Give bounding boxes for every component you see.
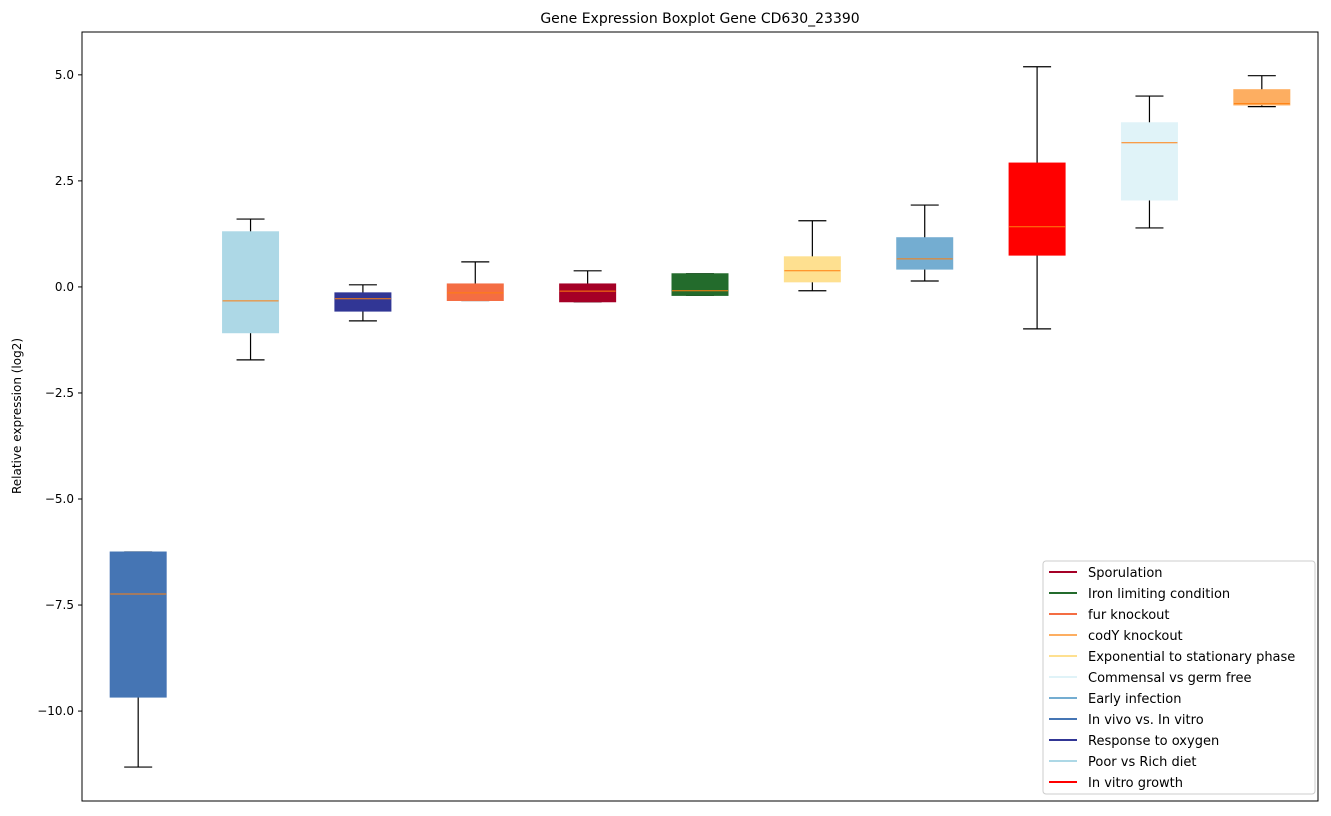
legend-label: Exponential to stationary phase — [1088, 650, 1295, 665]
legend-label: Early infection — [1088, 692, 1181, 707]
box — [446, 283, 504, 301]
y-tick-label: 0.0 — [55, 280, 74, 294]
legend-label: codY knockout — [1088, 629, 1183, 644]
y-tick-label: −7.5 — [45, 598, 74, 612]
box — [1233, 89, 1291, 106]
legend-label: Commensal vs germ free — [1088, 671, 1251, 686]
legend-label: Sporulation — [1088, 566, 1163, 581]
chart-title: Gene Expression Boxplot Gene CD630_23390 — [540, 11, 859, 27]
y-axis-label: Relative expression (log2) — [10, 338, 24, 494]
legend-label: Poor vs Rich diet — [1088, 755, 1196, 770]
y-tick-label: 2.5 — [55, 174, 74, 188]
box — [896, 237, 954, 270]
box — [334, 292, 392, 312]
legend-label: In vivo vs. In vitro — [1088, 713, 1204, 728]
box — [783, 256, 841, 283]
legend-label: fur knockout — [1088, 608, 1170, 623]
y-tick-label: 5.0 — [55, 68, 74, 82]
legend-label: Iron limiting condition — [1088, 587, 1230, 602]
y-tick-label: −5.0 — [45, 492, 74, 506]
box — [1120, 122, 1178, 201]
y-tick-label: −10.0 — [37, 704, 74, 718]
box — [671, 273, 729, 296]
box — [1008, 162, 1066, 256]
y-tick-label: −2.5 — [45, 386, 74, 400]
plot-frame — [81, 31, 1319, 802]
box — [109, 551, 167, 698]
box — [559, 283, 617, 303]
legend-label: Response to oxygen — [1088, 734, 1219, 749]
legend-box — [1042, 560, 1316, 795]
legend-label: In vitro growth — [1088, 776, 1183, 791]
box — [222, 231, 280, 334]
